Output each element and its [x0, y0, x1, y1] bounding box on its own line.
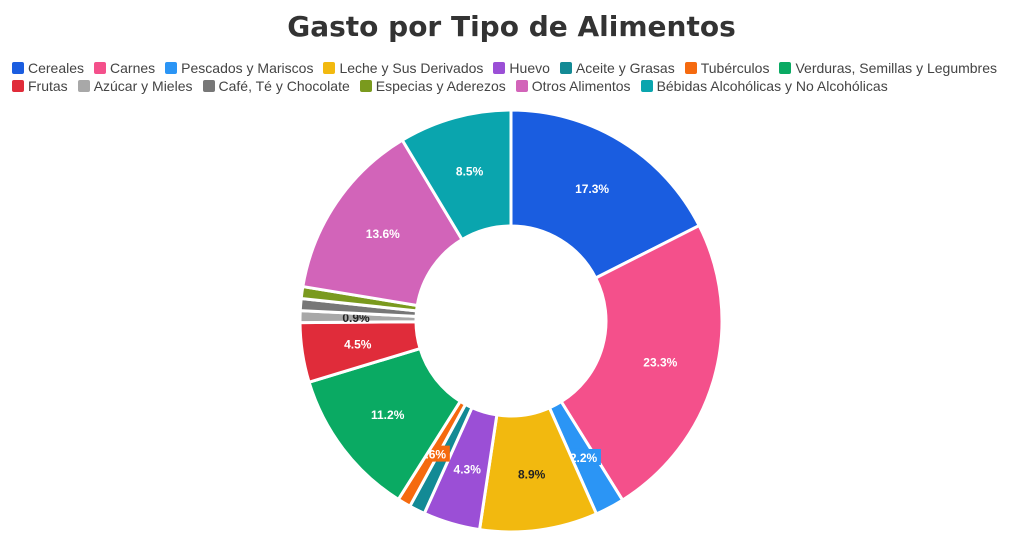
legend-item[interactable]: Azúcar y Mieles: [77, 78, 193, 94]
legend-swatch: [640, 80, 653, 92]
donut-slice[interactable]: [301, 138, 464, 307]
data-label: 4.5%: [344, 337, 372, 351]
donut-slice[interactable]: [509, 108, 701, 280]
legend-swatch: [359, 80, 372, 92]
legend-swatch: [12, 62, 24, 74]
legend-item[interactable]: Carnes: [94, 60, 155, 76]
legend-label: Azúcar y Mieles: [93, 78, 193, 94]
legend-item[interactable]: Aceite y Grasas: [559, 60, 675, 76]
legend-label: Cereales: [28, 60, 85, 76]
legend-swatch: [515, 80, 528, 92]
legend-item[interactable]: Tubérculos: [684, 60, 770, 76]
legend-swatch: [165, 62, 178, 74]
legend-label: Verduras, Semillas y Legumbres: [795, 60, 998, 76]
legend-label: Frutas: [28, 78, 68, 94]
legend-swatch: [493, 62, 506, 74]
legend-label: Otros Alimentos: [531, 78, 631, 94]
data-label: 23.3%: [643, 356, 677, 370]
legend-swatch: [94, 62, 107, 74]
legend-label: Pescados y Mariscos: [181, 60, 314, 76]
data-label: 13.6%: [366, 227, 400, 241]
data-label: 11.2%: [371, 408, 405, 422]
legend-label: Tubérculos: [700, 60, 770, 76]
legend-label: Especias y Aderezos: [375, 78, 506, 94]
legend-swatch: [12, 80, 24, 92]
legend-swatch: [202, 80, 215, 92]
legend-swatch: [559, 62, 572, 74]
data-label: 4.3%: [454, 463, 482, 477]
legend-label: Aceite y Grasas: [575, 60, 675, 76]
legend-swatch: [684, 62, 697, 74]
legend-item[interactable]: Huevo: [493, 60, 550, 76]
legend-item[interactable]: Especias y Aderezos: [359, 78, 506, 94]
legend-label: Carnes: [110, 60, 156, 76]
data-label: 2.2%: [570, 451, 598, 465]
legend-swatch: [779, 62, 792, 74]
legend-item[interactable]: Verduras, Semillas y Legumbres: [779, 60, 997, 76]
legend-label: Café, Té y Chocolate: [218, 78, 350, 94]
data-label: 8.5%: [456, 165, 484, 179]
data-label: 17.3%: [575, 182, 609, 196]
legend-item[interactable]: Pescados y Mariscos: [165, 60, 313, 76]
legend: Cereales Carnes Pescados y Mariscos Leche y…: [12, 60, 1012, 94]
legend-label: Leche y Sus Derivados: [339, 60, 484, 76]
legend-item[interactable]: Bébidas Alcohólicas y No Alcohólicas: [640, 78, 888, 94]
legend-label: Huevo: [509, 60, 550, 76]
legend-item[interactable]: Otros Alimentos: [515, 78, 631, 94]
legend-item[interactable]: Cereales: [12, 60, 84, 76]
chart-title: Gasto por Tipo de Alimentos: [287, 10, 736, 43]
legend-item[interactable]: Frutas: [12, 78, 68, 94]
legend-swatch: [77, 80, 90, 92]
legend-item[interactable]: Café, Té y Chocolate: [202, 78, 350, 94]
donut-slice[interactable]: [559, 224, 724, 502]
legend-item[interactable]: Leche y Sus Derivados: [323, 60, 483, 76]
data-label: 8.9%: [518, 468, 546, 482]
legend-swatch: [323, 62, 336, 74]
data-label-background: [566, 448, 601, 465]
legend-label: Bébidas Alcohólicas y No Alcohólicas: [656, 78, 888, 94]
donut-slice[interactable]: [400, 108, 513, 242]
